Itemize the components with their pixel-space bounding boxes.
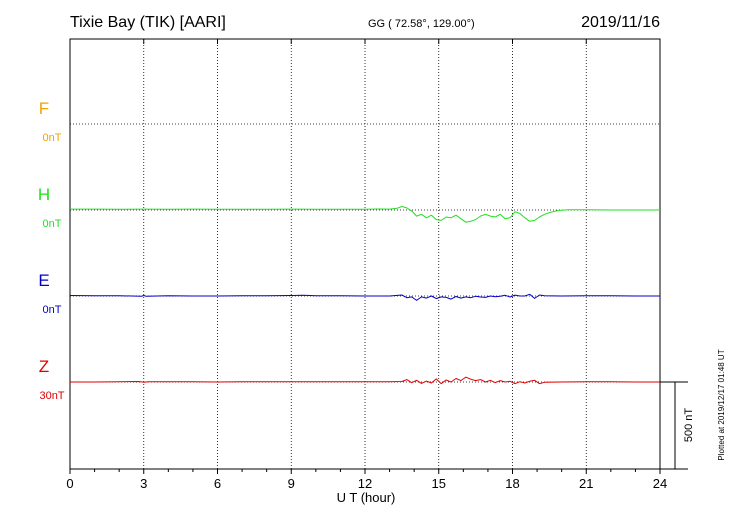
series-line-h (70, 206, 660, 223)
gridlines (70, 39, 660, 469)
x-tick-label: 0 (66, 476, 73, 491)
channel-traces: F 0nT H 0nT E 0nT Z 30nT (38, 99, 660, 402)
channel-name-z: Z (39, 357, 49, 376)
channel-name-e: E (38, 271, 49, 290)
x-axis-ticks: 0 3 6 9 12 15 18 21 24 (66, 39, 667, 491)
series-line-z (70, 376, 660, 385)
x-tick-label: 12 (358, 476, 372, 491)
x-tick-label: 18 (505, 476, 519, 491)
scale-bar (660, 381, 688, 470)
channel-baseline-z: 30nT (39, 390, 64, 402)
x-tick-label: 15 (432, 476, 446, 491)
channel-name-f: F (39, 99, 49, 118)
x-tick-label: 9 (288, 476, 295, 491)
plot-frame (69, 38, 661, 470)
channel-baseline-e: 0nT (43, 304, 62, 316)
series-line-e (69, 293, 660, 301)
channel-baseline-f: 0nT (43, 132, 62, 144)
date-label: 2019/11/16 (581, 14, 660, 31)
x-tick-label: 6 (214, 476, 221, 491)
x-tick-label: 21 (579, 476, 593, 491)
coordinates-label: GG ( 72.58°, 129.00°) (368, 18, 475, 30)
channel-baseline-h: 0nT (43, 218, 62, 230)
channel-name-h: H (38, 185, 50, 204)
scale-bar-label: 500 nT (683, 408, 695, 443)
plotted-at-note: Plotted at 2019/12/17 01:48 UT (717, 349, 726, 460)
x-axis-label: U T (hour) (337, 490, 396, 505)
x-tick-label: 3 (140, 476, 147, 491)
x-tick-label: 24 (653, 476, 667, 491)
station-title: Tixie Bay (TIK) [AARI] (70, 14, 226, 31)
